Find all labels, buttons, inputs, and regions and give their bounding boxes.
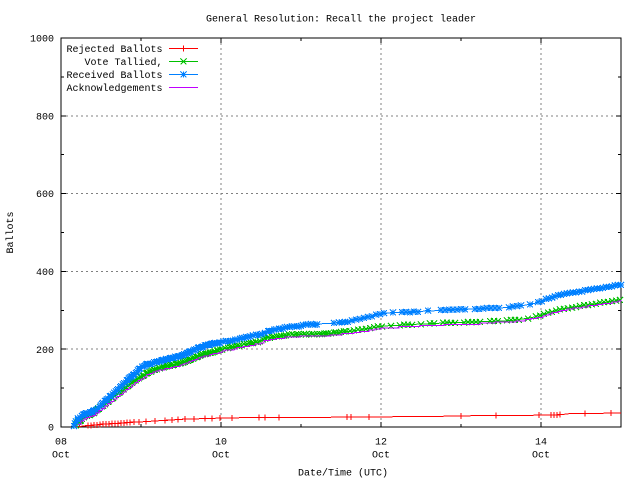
svg-text:600: 600 — [36, 190, 54, 201]
svg-text:Oct: Oct — [52, 451, 70, 462]
svg-text:Ballots: Ballots — [5, 211, 17, 253]
svg-text:12: 12 — [375, 438, 387, 449]
svg-text:Oct: Oct — [372, 451, 390, 462]
svg-text:Oct: Oct — [532, 451, 550, 462]
svg-text:Received Ballots: Received Ballots — [66, 70, 162, 82]
svg-text:0: 0 — [48, 424, 54, 435]
svg-text:Vote Tallied,: Vote Tallied, — [84, 57, 162, 69]
svg-text:Date/Time (UTC): Date/Time (UTC) — [298, 468, 388, 480]
svg-text:08: 08 — [55, 438, 67, 449]
svg-text:14: 14 — [535, 438, 547, 449]
svg-text:1000: 1000 — [30, 35, 54, 46]
svg-text:400: 400 — [36, 268, 54, 279]
svg-text:200: 200 — [36, 346, 54, 357]
svg-text:Rejected Ballots: Rejected Ballots — [66, 44, 162, 56]
svg-text:Acknowledgements: Acknowledgements — [66, 83, 162, 95]
svg-text:10: 10 — [215, 438, 227, 449]
svg-text:General Resolution: Recall the: General Resolution: Recall the project l… — [206, 14, 476, 26]
svg-text:Oct: Oct — [212, 451, 230, 462]
svg-text:800: 800 — [36, 112, 54, 123]
